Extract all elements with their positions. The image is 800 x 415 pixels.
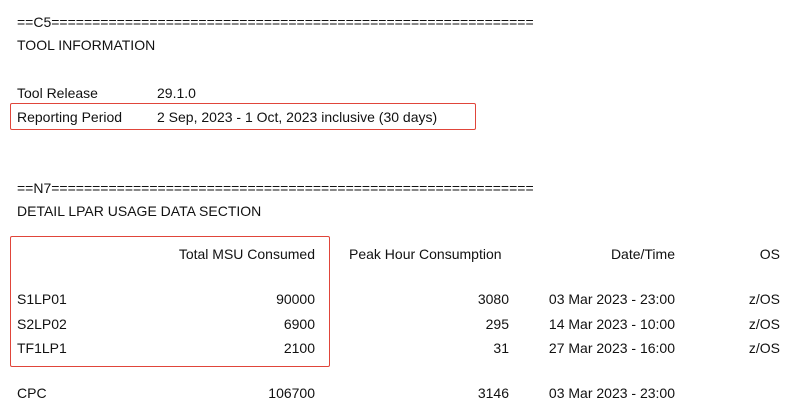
separator-n7: ==N7====================================…: [17, 180, 534, 196]
total-row-peak: 3146: [477, 385, 509, 401]
total-row-name: CPC: [17, 385, 47, 401]
table-row-name: S2LP02: [17, 316, 67, 332]
table-row-datetime: 27 Mar 2023 - 16:00: [548, 340, 675, 356]
table-row-msu: 90000: [276, 291, 315, 307]
tool-release-value: 29.1.0: [157, 85, 196, 101]
column-header-msu: Total MSU Consumed: [178, 246, 315, 262]
table-row-peak: 31: [493, 340, 509, 356]
reporting-period-label: Reporting Period: [17, 109, 123, 125]
reporting-period-highlight: [10, 103, 476, 130]
table-row-datetime: 14 Mar 2023 - 10:00: [548, 316, 675, 332]
table-row-os: z/OS: [748, 316, 780, 332]
table-row-os: z/OS: [748, 291, 780, 307]
column-header-datetime: Date/Time: [610, 246, 675, 262]
table-row-name: TF1LP1: [17, 340, 67, 356]
reporting-period-value: 2 Sep, 2023 - 1 Oct, 2023 inclusive (30 …: [157, 109, 438, 125]
table-row-datetime: 03 Mar 2023 - 23:00: [548, 291, 675, 307]
total-row-msu: 106700: [268, 385, 315, 401]
tool-release-label: Tool Release: [17, 85, 98, 101]
table-row-msu: 2100: [283, 340, 315, 356]
msu-consumed-highlight: [10, 236, 330, 367]
section-heading-tool-information: TOOL INFORMATION: [17, 37, 156, 53]
table-row-peak: 295: [485, 316, 509, 332]
total-row-datetime: 03 Mar 2023 - 23:00: [548, 385, 675, 401]
column-header-peak: Peak Hour Consumption: [349, 246, 502, 262]
section-heading-lpar-usage: DETAIL LPAR USAGE DATA SECTION: [17, 203, 262, 219]
table-row-name: S1LP01: [17, 291, 67, 307]
table-row-os: z/OS: [748, 340, 780, 356]
table-row-msu: 6900: [283, 316, 315, 332]
separator-c5: ==C5====================================…: [17, 14, 534, 30]
column-header-os: OS: [759, 246, 780, 262]
table-row-peak: 3080: [477, 291, 509, 307]
